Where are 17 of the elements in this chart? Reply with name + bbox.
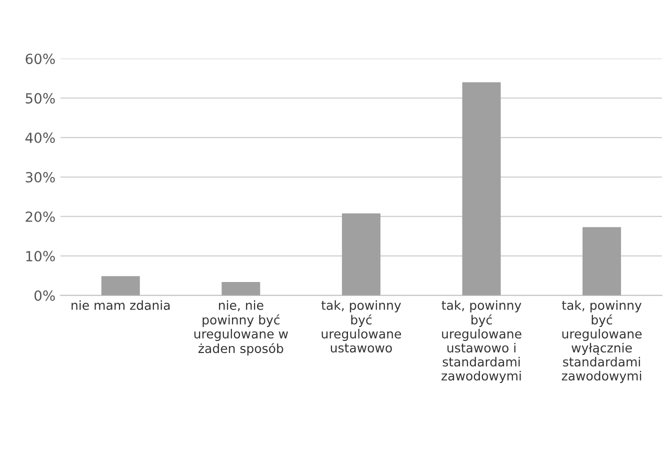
bar: [342, 213, 380, 296]
bar: [462, 82, 501, 296]
y-tick-label: 20%: [26, 211, 55, 222]
y-tick-label: 0%: [34, 290, 55, 301]
y-tick-label: 60%: [26, 54, 55, 64]
y-tick-label: 30%: [26, 172, 55, 182]
bar: [101, 276, 140, 296]
y-tick-label: 40%: [25, 132, 55, 144]
x-tick-label: nie mam zdania: [72, 300, 170, 310]
bar: [582, 227, 622, 296]
x-tick-label: tak, powinny być uregulowane ustawowo i standardami zawodowymi: [442, 300, 522, 383]
x-tick-label: tak, powinny być uregulowane ustawowo: [321, 300, 402, 353]
x-tick-label: tak, powinny być uregulowane wyłącznie standardami zawodowymi: [562, 300, 642, 383]
bar: [222, 282, 260, 296]
y-tick-label: 50%: [26, 93, 55, 104]
y-tick-label: 10%: [26, 250, 55, 262]
x-tick-label: nie, nie powinny być uregulowane w żaden sposób: [194, 300, 288, 356]
